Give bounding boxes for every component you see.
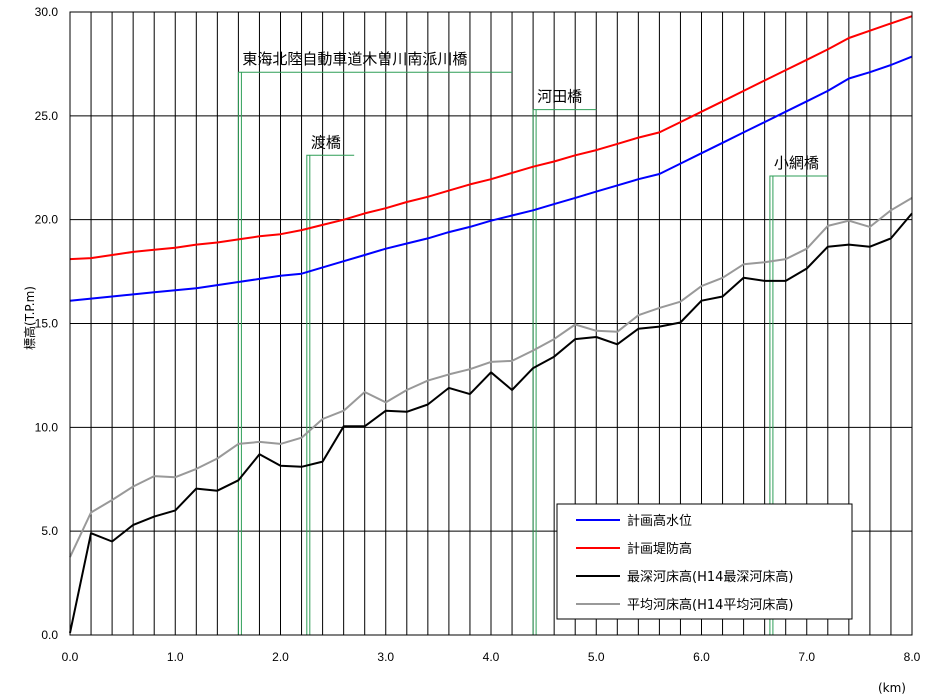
y-tick-label: 10.0 <box>35 420 59 434</box>
plot-frame <box>69 11 913 636</box>
y-tick-label: 20.0 <box>35 213 59 227</box>
x-tick-label: 2.0 <box>272 650 289 664</box>
x-tick-label: 3.0 <box>377 650 394 664</box>
bridge-bracket <box>532 109 597 635</box>
series-line <box>69 15 913 261</box>
x-tick-labels: 0.0 1.0 2.0 3.0 4.0 5.0 6.0 7.0 8.0 <box>62 650 921 664</box>
y-tick-labels: 0.0 5.0 10.0 15.0 20.0 25.0 30.0 <box>35 5 59 642</box>
bridge-label: 河田橋 <box>537 88 582 106</box>
x-tick-label: 8.0 <box>904 650 921 664</box>
x-tick-label: 4.0 <box>483 650 500 664</box>
series-line <box>69 55 913 302</box>
bridge-label: 渡橋 <box>311 133 341 151</box>
x-tick-label: 6.0 <box>693 650 710 664</box>
x-tick-label: 5.0 <box>588 650 605 664</box>
y-tick-label: 0.0 <box>41 628 58 642</box>
legend-label: 平均河床高(H14平均河床高) <box>627 597 793 613</box>
y-tick-label: 15.0 <box>35 317 59 331</box>
legend-label: 計画高水位 <box>627 513 692 529</box>
series-lines <box>69 15 913 634</box>
x-tick-label: 0.0 <box>62 650 79 664</box>
legend-label: 計画堤防高 <box>627 541 692 557</box>
x-axis-unit: (km) <box>878 681 906 695</box>
series-line <box>69 212 913 634</box>
bridge-label: 小網橋 <box>774 154 819 172</box>
bridge-bracket <box>306 154 355 635</box>
legend-label: 最深河床高(H14最深河床高) <box>627 569 793 585</box>
y-axis-title: 標高(T.P.m) <box>22 286 37 350</box>
bridge-bracket <box>237 71 513 635</box>
x-tick-label: 1.0 <box>167 650 184 664</box>
series-line <box>69 197 913 558</box>
bridge-bracket <box>769 175 828 635</box>
legend-box <box>556 503 853 620</box>
bridge-label: 東海北陸自動車道木曽川南派川橋 <box>242 50 467 68</box>
y-tick-label: 25.0 <box>35 109 59 123</box>
y-tick-label: 30.0 <box>35 5 59 19</box>
y-tick-label: 5.0 <box>41 524 58 538</box>
x-tick-label: 7.0 <box>798 650 815 664</box>
